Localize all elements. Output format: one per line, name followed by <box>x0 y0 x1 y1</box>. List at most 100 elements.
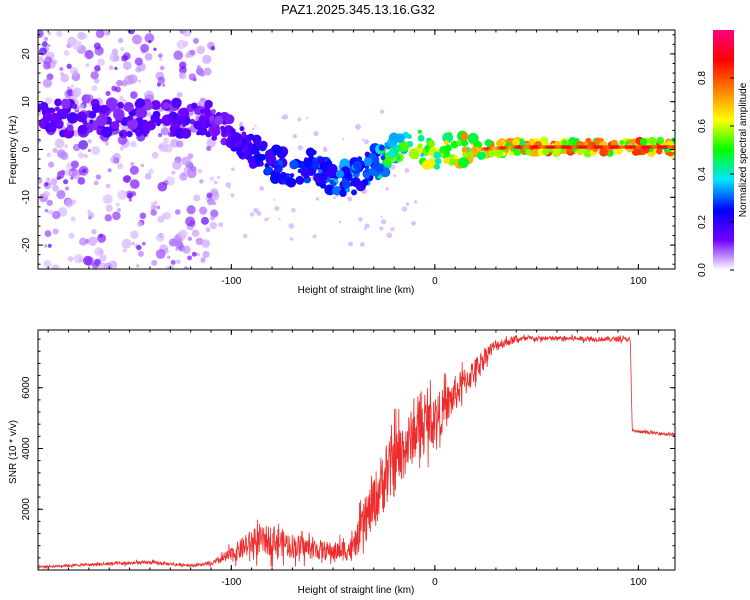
noise-blob <box>202 54 212 64</box>
ridge-blob <box>460 132 469 141</box>
ridge-blob <box>252 134 262 144</box>
ridge-blob <box>530 149 539 157</box>
noise-blob <box>41 41 48 48</box>
noise-blob <box>187 255 193 261</box>
noise-blob <box>139 212 147 220</box>
noise-blob <box>228 186 231 189</box>
noise-blob <box>127 74 138 84</box>
ridge-blob <box>250 156 256 162</box>
ridge-blob <box>656 148 663 155</box>
noise-blob <box>338 220 342 224</box>
ridge-blob <box>295 175 305 185</box>
band-blob <box>143 101 153 111</box>
ridge-blob <box>433 151 442 159</box>
band-blob <box>152 110 161 119</box>
noise-blob <box>91 146 101 155</box>
noise-blob <box>77 177 86 185</box>
band-blob <box>42 112 53 122</box>
noise-blob <box>144 172 152 180</box>
ridge-blob <box>639 138 648 146</box>
noise-blob <box>47 161 55 168</box>
noise-blob <box>176 39 187 50</box>
ridge-blob <box>461 139 469 147</box>
noise-blob <box>186 168 197 179</box>
noise-blob <box>59 190 65 197</box>
band-blob <box>113 108 125 121</box>
ridge-blob <box>442 132 454 144</box>
noise-blob <box>273 198 276 201</box>
ridge-blob <box>241 131 247 137</box>
noise-blob <box>128 198 133 202</box>
ridge-blob <box>327 163 338 175</box>
colorbar-tick-label: 0.8 <box>697 71 708 85</box>
noise-blob <box>202 250 210 259</box>
band-blob <box>49 107 55 113</box>
noise-blob <box>130 162 135 167</box>
noise-blob <box>210 215 215 221</box>
ridge-blob <box>363 172 371 179</box>
noise-blob <box>165 266 171 269</box>
noise-blob <box>381 219 387 225</box>
noise-blob <box>201 239 210 248</box>
band-blob <box>48 124 57 133</box>
noise-blob <box>401 206 408 212</box>
band-blob <box>135 107 148 119</box>
noise-blob <box>87 148 91 153</box>
noise-blob <box>44 96 53 105</box>
noise-blob <box>379 226 384 231</box>
ridge-blob <box>265 154 277 165</box>
noise-blob <box>191 229 200 237</box>
noise-blob <box>201 216 209 225</box>
noise-blob <box>213 180 218 185</box>
noise-blob <box>358 216 363 222</box>
noise-blob <box>239 121 243 125</box>
ridge-blob <box>567 140 574 147</box>
noise-blob <box>179 61 187 69</box>
ridge-blob <box>619 139 625 145</box>
noise-blob <box>105 183 111 189</box>
noise-blob <box>135 264 140 268</box>
noise-blob <box>385 187 389 191</box>
ridge-blob <box>351 189 357 196</box>
x-tick-label: 100 <box>630 276 647 287</box>
noise-blob <box>44 182 49 187</box>
noise-blob <box>199 179 204 184</box>
noise-blob <box>88 212 95 219</box>
noise-blob <box>70 169 81 180</box>
noise-blob <box>84 49 94 60</box>
noise-blob <box>70 216 76 222</box>
noise-blob <box>150 202 154 206</box>
band-blob <box>179 107 189 117</box>
noise-blob <box>44 56 53 65</box>
noise-blob <box>176 259 181 264</box>
ridge-blob <box>310 149 317 156</box>
ridge-blob <box>332 186 342 196</box>
noise-blob <box>203 67 212 76</box>
noise-blob <box>225 182 232 188</box>
ridge-blob <box>252 153 264 164</box>
noise-blob <box>70 84 75 88</box>
noise-blob <box>78 152 84 159</box>
noise-blob <box>117 163 124 170</box>
noise-blob <box>171 170 176 175</box>
noise-blob <box>97 233 107 243</box>
ridge-blob <box>643 147 650 154</box>
noise-blob <box>46 199 53 206</box>
noise-blob <box>206 192 213 199</box>
noise-blob <box>281 116 285 120</box>
snr-line <box>38 334 675 570</box>
noise-blob <box>60 73 70 83</box>
noise-blob <box>393 173 397 177</box>
noise-blob <box>44 244 48 248</box>
noise-blob <box>157 76 165 84</box>
noise-blob <box>91 228 97 235</box>
x-tick-label: 0 <box>432 577 438 588</box>
noise-blob <box>144 52 153 61</box>
noise-blob <box>94 246 104 256</box>
y-tick-label: -20 <box>21 237 32 252</box>
snr-frame <box>37 329 676 571</box>
noise-blob <box>188 73 196 81</box>
ridge-blob <box>210 109 216 115</box>
noise-blob <box>121 238 132 249</box>
